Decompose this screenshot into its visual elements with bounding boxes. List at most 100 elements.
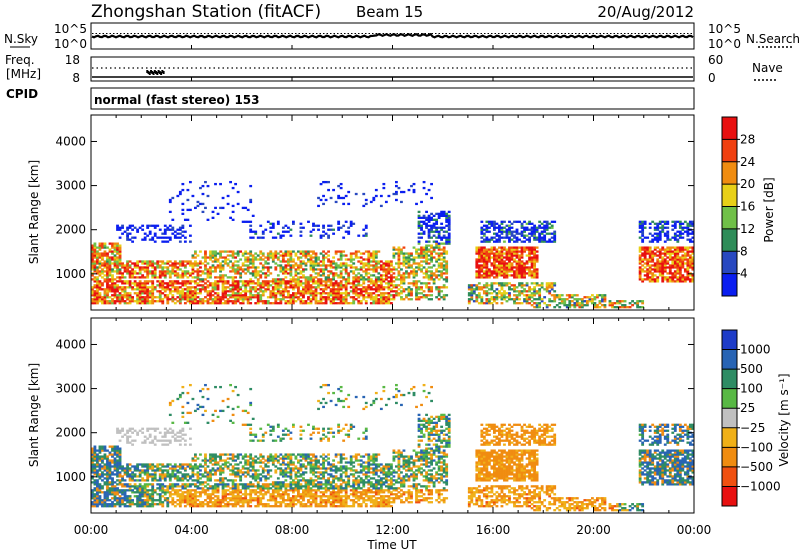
heatmap-cell [594,296,597,298]
heatmap-cell [106,254,109,256]
heatmap-cell [676,268,679,270]
heatmap-cell [249,296,252,298]
heatmap-cell [325,278,328,280]
heatmap-cell [370,278,373,280]
heatmap-cell [121,227,124,229]
heatmap-cell [367,258,370,260]
heatmap-cell [684,268,687,270]
heatmap-cell [518,274,521,276]
heatmap-cell [415,298,418,300]
heatmap-cell [96,276,99,278]
heatmap-cell [330,298,333,300]
heatmap-cell [287,262,290,264]
heatmap-cell [264,276,267,278]
heatmap-cell [430,298,433,300]
heatmap-cell [335,296,338,298]
heatmap-cell [654,239,657,241]
heatmap-cell [114,244,117,246]
heatmap-cell [284,266,287,268]
heatmap-cell [488,300,491,302]
heatmap-cell [684,280,687,282]
heatmap-cell [395,268,398,270]
heatmap-cell [393,268,396,270]
heatmap-cell [586,302,589,304]
heatmap-cell [169,298,172,300]
heatmap-cell [176,282,179,284]
heatmap-cell [116,451,119,453]
heatmap-cell [501,221,504,223]
colorbar-tick-label: 28 [740,132,755,146]
heatmap-cell [686,254,689,256]
heatmap-cell [129,428,132,430]
heatmap-cell [184,237,187,239]
heatmap-cell [433,274,436,276]
date-label: 20/Aug/2012 [597,3,694,21]
heatmap-cell [186,209,189,211]
heatmap-cell [420,260,423,262]
heatmap-cell [302,288,305,290]
heatmap-cell [289,254,292,256]
heatmap-cell [214,282,217,284]
heatmap-cell [375,288,378,290]
heatmap-cell [99,495,102,497]
heatmap-cell [679,258,682,260]
heatmap-cell [109,284,112,286]
heatmap-cell [114,469,117,471]
heatmap-cell [345,268,348,270]
heatmap-cell [445,221,448,223]
heatmap-cell [247,260,250,262]
heatmap-cell [327,298,330,300]
heatmap-cell [350,225,353,227]
heatmap-cell [106,256,109,258]
heatmap-cell [159,280,162,282]
heatmap-cell [181,298,184,300]
heatmap-cell [651,272,654,274]
heatmap-cell [526,282,529,284]
heatmap-cell [204,250,207,252]
heatmap-cell [96,288,99,290]
heatmap-cell [443,235,446,237]
heatmap-cell [111,446,114,448]
heatmap-cell [315,252,318,254]
heatmap-cell [169,495,172,497]
heatmap-cell [209,282,212,284]
heatmap-cell [322,231,325,233]
heatmap-cell [543,288,546,290]
heatmap-cell [272,225,275,227]
heatmap-cell [194,288,197,290]
heatmap-cell [202,302,205,304]
heatmap-cell [111,262,114,264]
heatmap-cell [224,296,227,298]
heatmap-cell [96,481,99,483]
heatmap-cell [277,282,280,284]
heatmap-cell [121,477,124,479]
heatmap-cell [164,477,167,479]
heatmap-cell [490,292,493,294]
heatmap-cell [247,256,250,258]
heatmap-cell [300,300,303,302]
heatmap-cell [104,503,107,505]
heatmap-cell [508,233,511,235]
heatmap-cell [405,258,408,260]
heatmap-cell [244,272,247,274]
heatmap-cell [325,252,328,254]
heatmap-cell [106,505,109,507]
heatmap-cell [320,278,323,280]
heatmap-cell [445,276,448,278]
heatmap-cell [307,252,310,254]
heatmap-cell [543,241,546,243]
heatmap-cell [295,300,298,302]
heatmap-cell [686,235,689,237]
heatmap-cell [209,294,212,296]
heatmap-cell [418,262,421,264]
heatmap-cell [340,274,343,276]
heatmap-cell [229,300,232,302]
heatmap-cell [149,434,152,436]
heatmap-cell [475,296,478,298]
heatmap-cell [129,300,132,302]
heatmap-cell [375,294,378,296]
heatmap-cell [277,302,280,304]
heatmap-cell [202,193,205,195]
heatmap-cell [521,256,524,258]
heatmap-cell [277,286,280,288]
